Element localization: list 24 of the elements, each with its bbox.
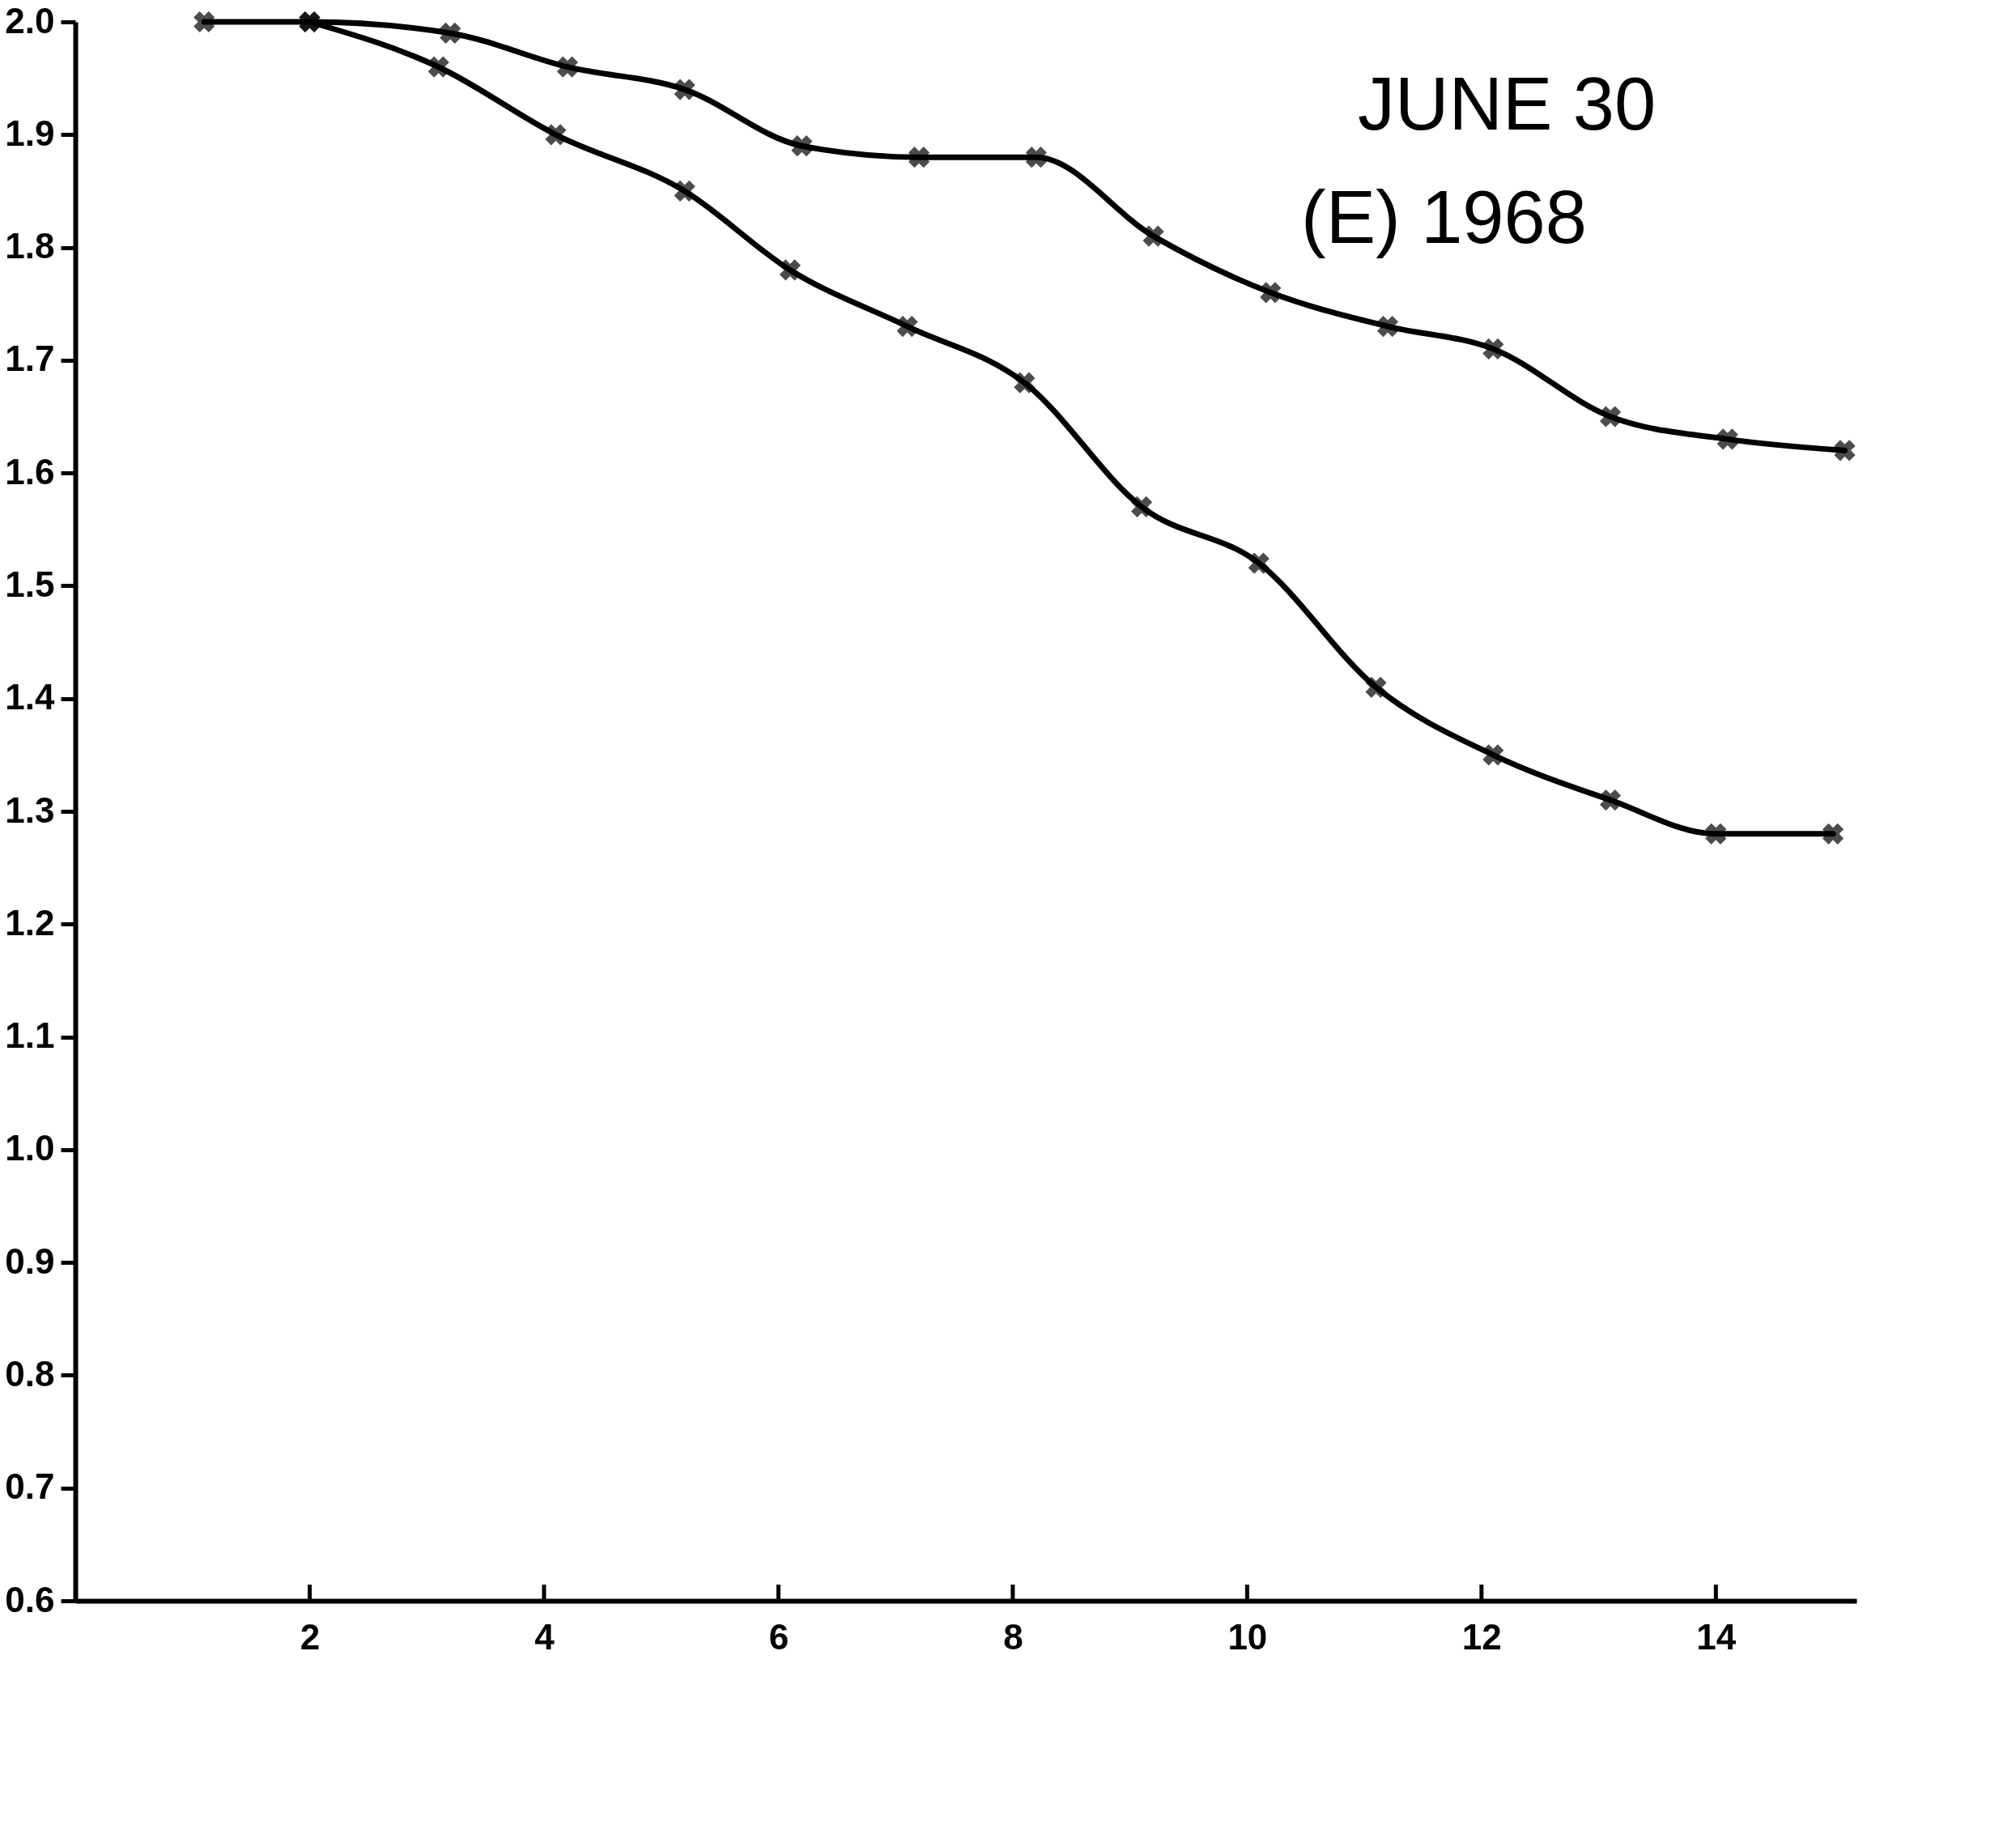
y-tick-label: 0.8: [5, 1353, 55, 1394]
x-tick-label: 6: [768, 1616, 789, 1657]
annotation: JUNE 30: [1358, 62, 1657, 145]
y-tick-label: 1.4: [5, 677, 56, 717]
x-tick-label: 12: [1461, 1616, 1502, 1657]
y-tick-label: 1.8: [5, 226, 55, 266]
y-tick-label: 0.9: [5, 1240, 55, 1281]
y-tick-label: 1.9: [5, 113, 55, 153]
x-tick-label: 8: [1003, 1616, 1023, 1657]
y-tick-label: 1.0: [5, 1128, 55, 1168]
x-tick-label: 14: [1696, 1616, 1737, 1657]
y-tick-label: 1.6: [5, 451, 55, 491]
y-tick-label: 1.7: [5, 338, 55, 379]
y-tick-label: 1.1: [5, 1015, 55, 1056]
x-tick-label: 2: [300, 1616, 321, 1657]
x-tick-label: 10: [1227, 1616, 1268, 1657]
y-tick-label: 2.0: [5, 0, 55, 40]
y-tick-label: 1.3: [5, 789, 55, 830]
y-tick-label: 1.2: [5, 902, 55, 943]
y-tick-label: 0.6: [5, 1579, 55, 1619]
x-tick-label: 4: [534, 1616, 555, 1657]
y-tick-label: 0.7: [5, 1466, 55, 1507]
annotation: (E) 1968: [1301, 176, 1587, 258]
y-tick-label: 1.5: [5, 564, 55, 604]
